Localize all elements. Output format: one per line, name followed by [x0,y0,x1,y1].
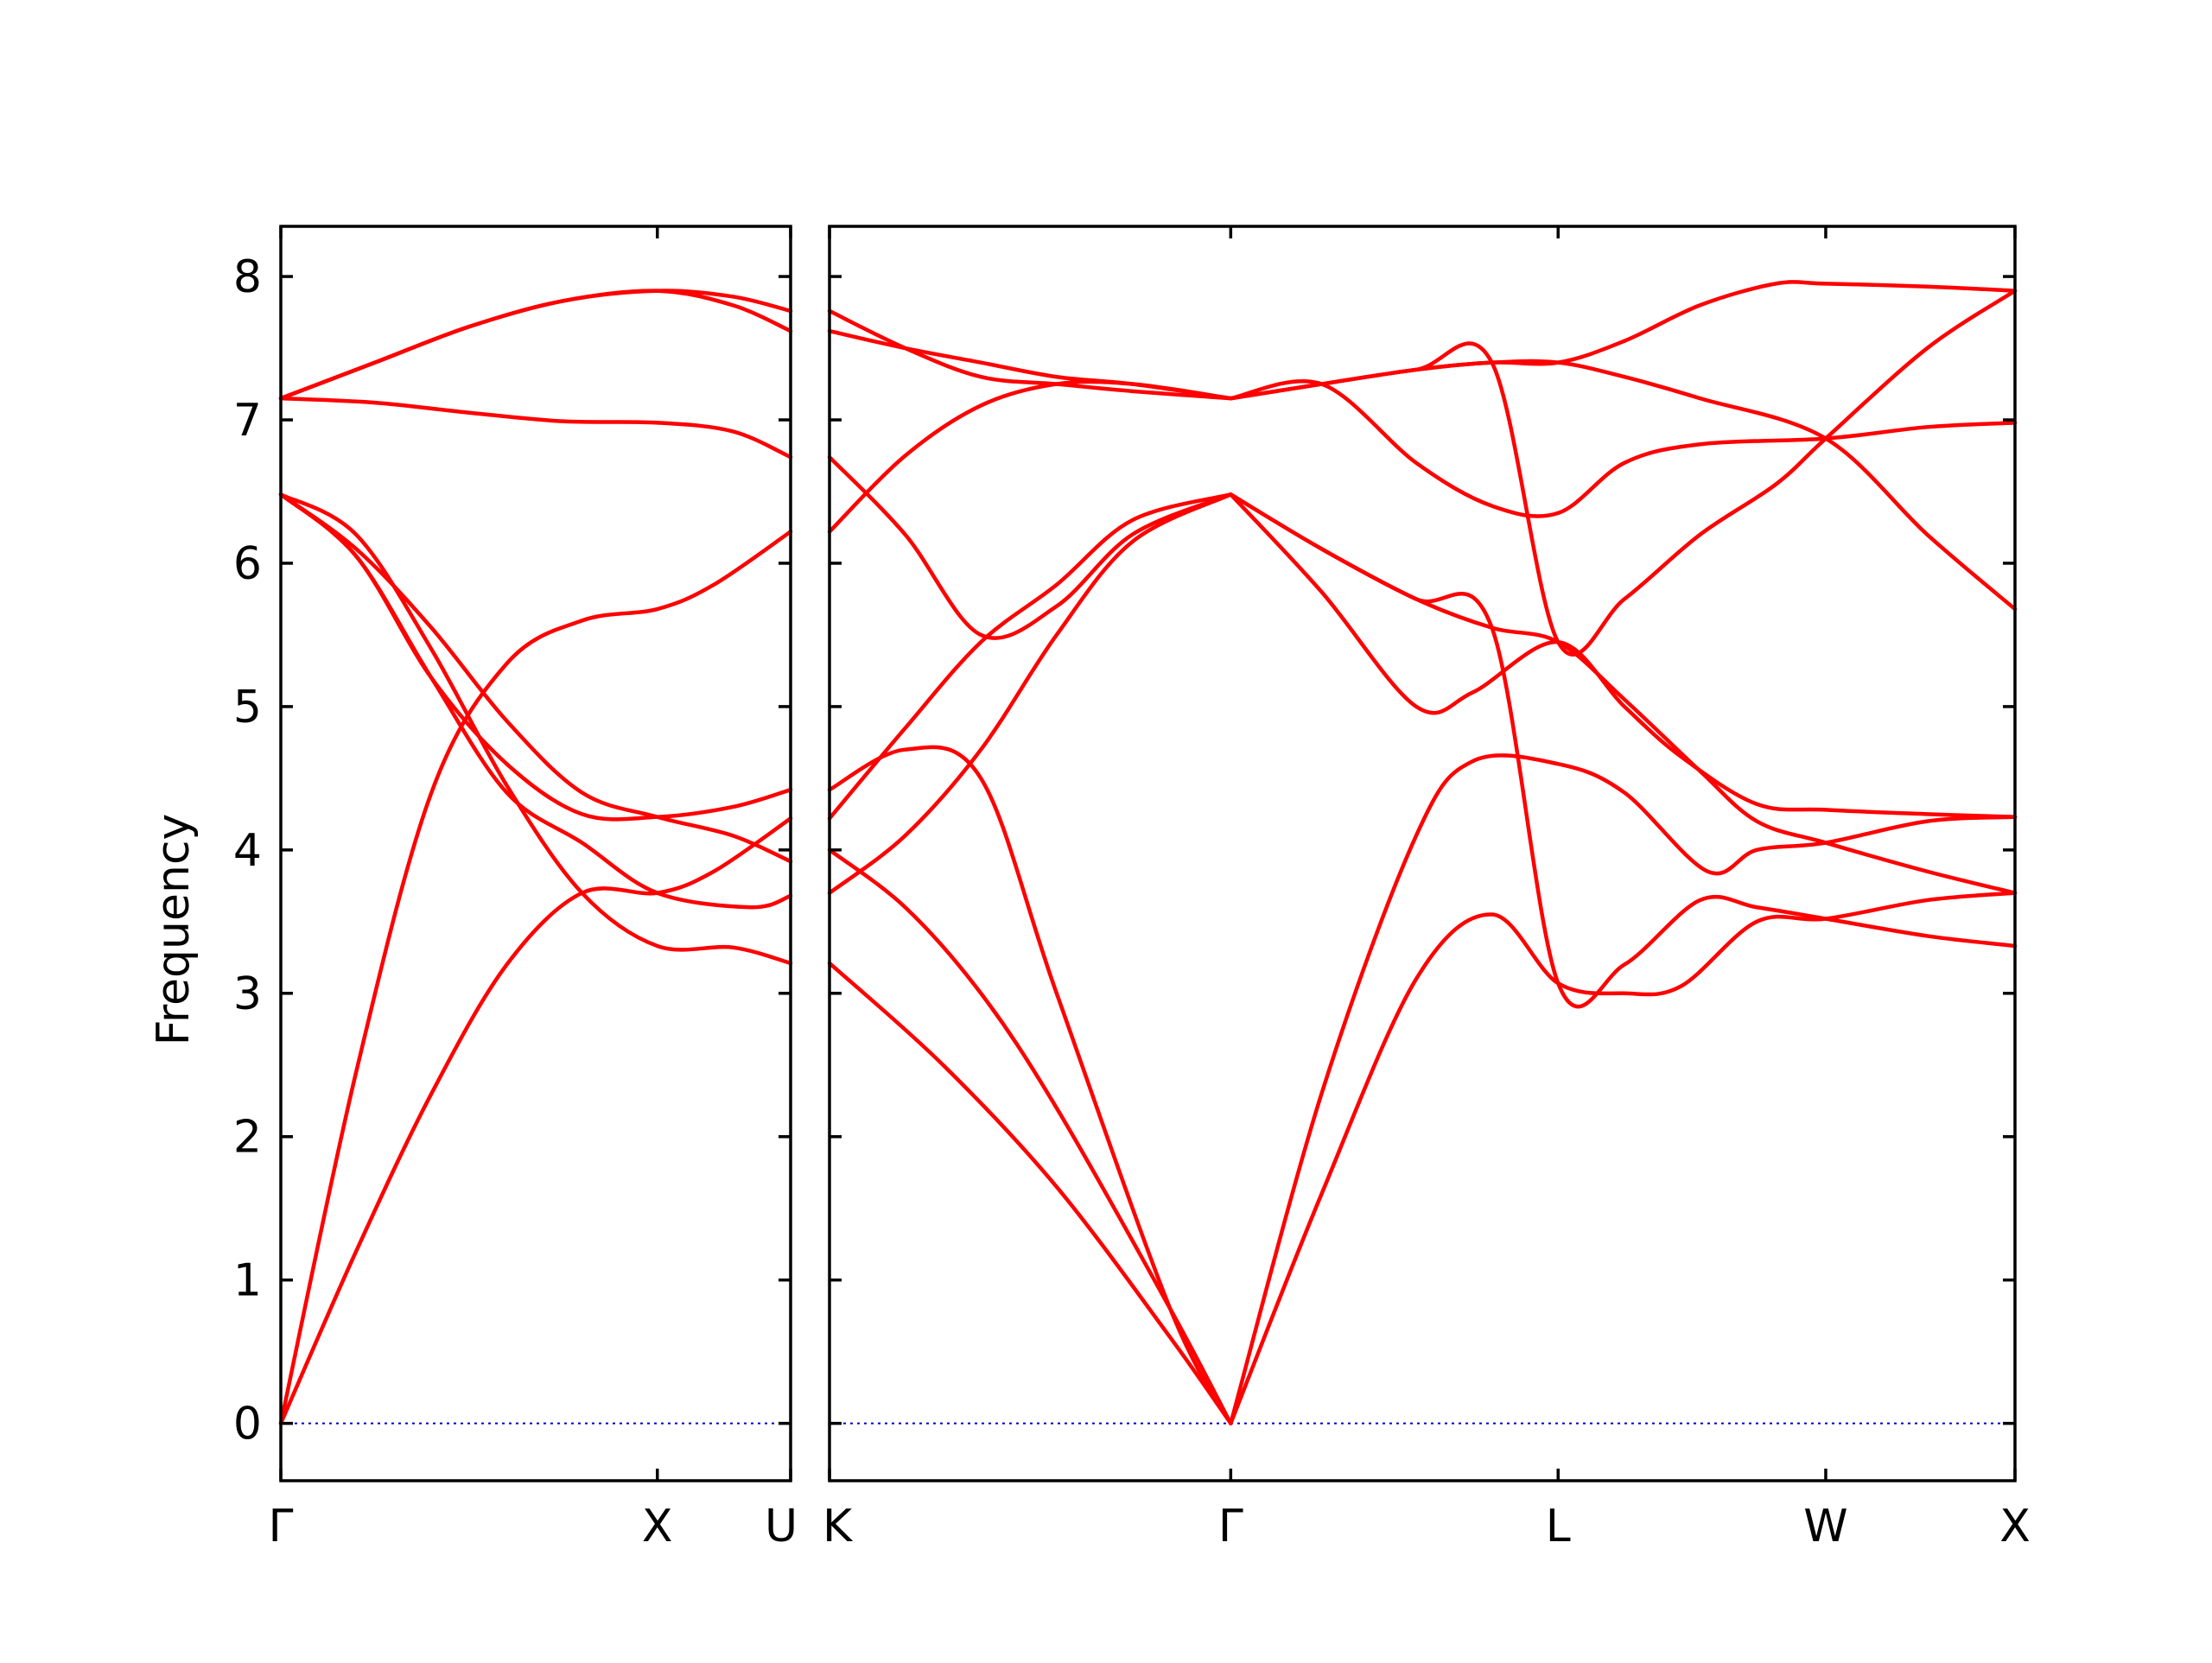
x-tick-label: X [1999,1501,2031,1552]
band-line [278,289,793,401]
y-tick-label: 6 [233,538,262,590]
band-line [1229,891,2018,1425]
y-tick-label: 0 [233,1399,262,1450]
band-line [827,492,1233,821]
band-line [1229,492,2018,1009]
band-line [278,396,793,460]
band-line [278,492,793,864]
band-line [827,308,1233,401]
band-line [1229,753,2018,1425]
band-line [278,492,793,966]
y-tick-label: 7 [233,395,262,447]
band-line [827,492,1233,895]
x-tick-label: Γ [269,1501,294,1552]
band-line [1229,492,2018,895]
band-line [278,530,793,1425]
y-axis-label: Frequency [148,814,200,1046]
panel-frame [828,225,2017,1482]
x-tick-label: L [1546,1501,1571,1552]
band-line [1229,492,2018,819]
y-tick-label: 3 [233,968,262,1020]
band-line [278,492,793,822]
band-line [827,379,1233,534]
band-line [827,961,1233,1425]
y-tick-label: 5 [233,682,262,733]
y-tick-label: 8 [233,251,262,303]
x-tick-label: U [765,1501,798,1552]
x-tick-label: K [823,1501,854,1552]
band-line [827,454,1233,640]
panel-frame [279,225,792,1482]
y-tick-label: 1 [233,1255,262,1307]
band-line [1229,289,2018,657]
band-line [278,816,793,1425]
y-tick-label: 2 [233,1112,262,1164]
band-line [827,745,1233,1425]
x-tick-label: W [1803,1501,1847,1552]
x-tick-label: X [642,1501,673,1552]
band-line [1229,378,2018,518]
y-tick-label: 4 [233,825,262,877]
x-tick-label: Γ [1218,1501,1243,1552]
